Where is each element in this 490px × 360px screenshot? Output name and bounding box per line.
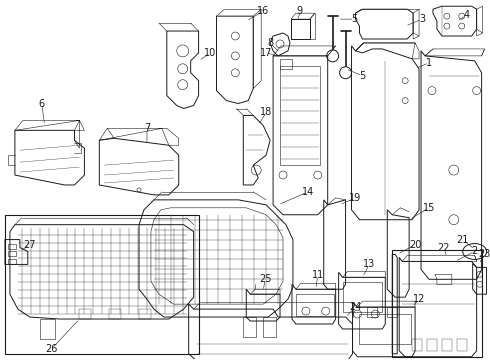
Text: 8: 8 [267, 38, 273, 48]
Bar [457, 339, 466, 351]
Text: 1: 1 [426, 58, 432, 68]
Bar [5, 215, 198, 354]
Text: 20: 20 [409, 239, 421, 249]
Text: 16: 16 [257, 6, 270, 16]
Text: 11: 11 [312, 270, 324, 280]
Bar [280, 59, 292, 69]
Text: 24: 24 [349, 302, 362, 312]
Text: 7: 7 [144, 123, 150, 133]
Bar [8, 260, 16, 264]
Text: 4: 4 [464, 10, 470, 20]
Bar [8, 244, 16, 248]
Text: 5: 5 [351, 14, 358, 24]
Text: 6: 6 [39, 99, 45, 108]
Text: 3: 3 [419, 14, 425, 24]
Text: 5: 5 [359, 71, 366, 81]
Text: 2: 2 [471, 247, 478, 256]
Text: 13: 13 [363, 260, 375, 269]
Text: 9: 9 [297, 6, 303, 16]
Text: 22: 22 [438, 243, 450, 252]
Text: 27: 27 [24, 239, 36, 249]
Bar [296, 294, 334, 316]
Text: 17: 17 [260, 48, 272, 58]
Text: 12: 12 [413, 294, 425, 304]
Bar [442, 339, 452, 351]
Text: 25: 25 [259, 274, 271, 284]
Bar [392, 249, 482, 357]
Text: 26: 26 [46, 344, 58, 354]
Bar [8, 252, 16, 256]
Bar [412, 339, 422, 351]
Bar [343, 282, 382, 312]
Bar [427, 339, 437, 351]
Text: 18: 18 [260, 108, 272, 117]
Text: 23: 23 [478, 249, 490, 260]
Bar [280, 66, 320, 165]
Bar [360, 314, 411, 344]
Text: 10: 10 [204, 48, 217, 58]
Text: 15: 15 [423, 203, 435, 213]
Text: 21: 21 [457, 235, 469, 244]
Text: 14: 14 [302, 187, 314, 197]
Text: 19: 19 [349, 193, 362, 203]
